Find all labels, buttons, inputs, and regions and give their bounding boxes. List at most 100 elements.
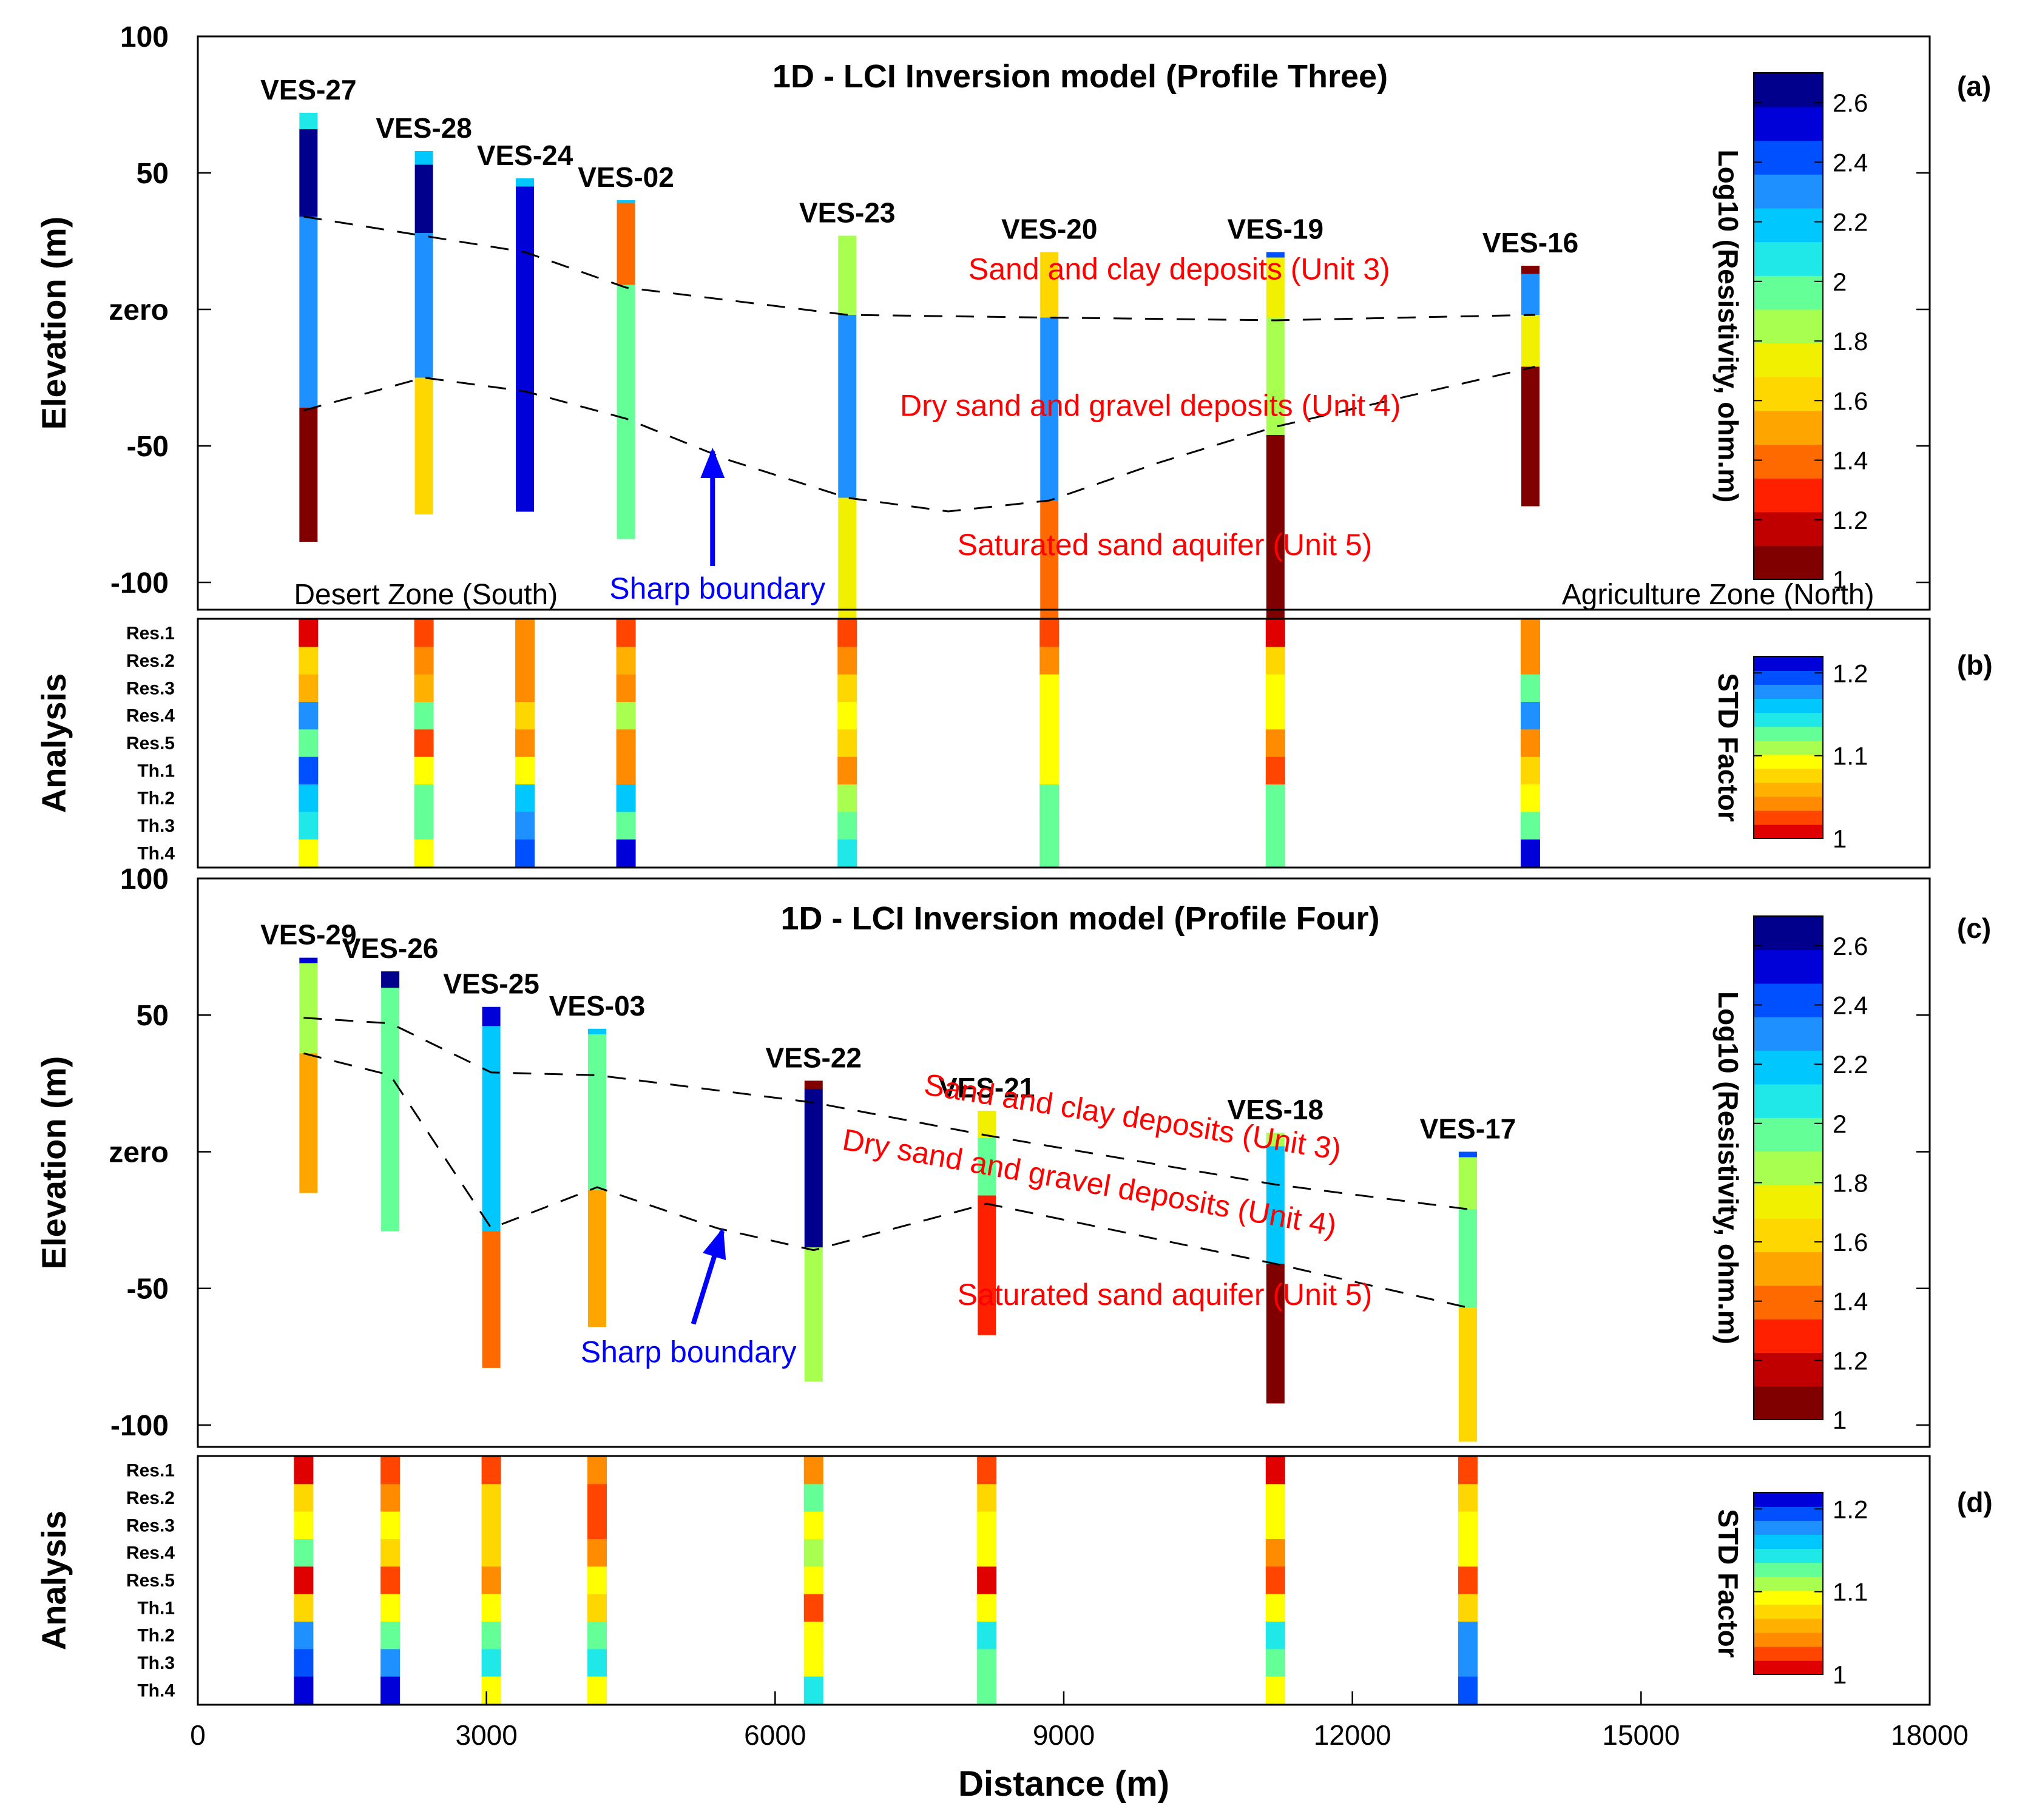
annotation-text: Sharp boundary [581,1335,797,1369]
std-cell [977,1676,997,1705]
annotation-text: Saturated sand aquifer (Unit 5) [958,528,1373,562]
sounding-label: VES-25 [443,968,539,1000]
std-cell [587,1484,607,1512]
std-cell [481,1676,501,1705]
colorbar-tick-label: 1.2 [1833,659,1868,687]
sounding-layer [299,113,318,130]
std-cell [380,1649,401,1677]
colorbar-segment [1754,1386,1823,1420]
std-cell [977,1539,997,1567]
colorbar-segment [1754,1562,1823,1577]
std-cell [380,1484,401,1512]
std-cell [515,839,535,868]
colorbar-tick-label: 1.8 [1833,327,1868,356]
row-label: Th.1 [137,1598,175,1618]
colorbar-segment [1754,1084,1823,1118]
std-cell [1265,1594,1285,1622]
sounding-ves-17: VES-17 [1420,1113,1516,1442]
std-cell [414,702,434,730]
std-cell [803,1649,823,1677]
colorbar-segment [1754,810,1823,825]
colorbar-segment [1754,1590,1823,1605]
std-cell [1039,647,1060,675]
sounding-layer [978,1110,996,1139]
colorbar-d: 1.2 1.1 1 STD Factor [1712,1492,1868,1689]
std-cell [515,784,535,812]
std-cell [299,729,319,758]
colorbar-segment [1754,782,1823,797]
std-cell [803,1457,823,1485]
std-cell [837,619,857,647]
colorbar-segment [1754,796,1823,811]
sounding-ves-19: VES-19 [1228,214,1323,632]
colorbar-segment [1754,698,1823,713]
sounding-label: VES-27 [260,74,357,106]
std-cell [380,1566,401,1595]
std-cell [587,1566,607,1595]
std-cell [1039,812,1060,840]
std-cell [1265,784,1285,812]
sounding-label: VES-22 [765,1042,862,1073]
std-cell [294,1649,314,1677]
colorbar-segment [1754,1492,1823,1507]
std-column [515,619,535,868]
std-column [1039,619,1060,868]
sounding-layer [299,217,318,408]
row-label: Res.5 [126,1571,175,1591]
std-cell [587,1594,607,1622]
std-column [616,619,636,868]
std-cell [1039,729,1060,758]
sounding-layer [1266,1146,1285,1264]
plot-frame-d [197,1455,1931,1706]
std-cell [1520,647,1540,675]
std-cell [1520,784,1540,812]
colorbar-segment [1754,1117,1823,1152]
colorbar-segment [1754,1646,1823,1661]
std-cell [481,1511,501,1540]
colorbar-tick-label: 1.2 [1833,1495,1868,1523]
std-column [414,619,434,868]
std-cell [803,1676,823,1705]
colorbar-segment [1754,174,1823,209]
std-cell [977,1511,997,1540]
y-tick-label: 100 [120,21,169,53]
std-cell [1265,702,1285,730]
annotation-text: Sharp boundary [609,571,825,605]
sounding-layer [588,1028,607,1035]
sounding-ves-26: VES-26 [342,932,438,1232]
colorbar-tick-label: 1.8 [1833,1168,1868,1197]
y-axis-label: Elevation (m) [35,1056,73,1270]
std-cell [1458,1676,1478,1705]
sounding-layer [516,178,535,187]
annotation-text: Desert Zone (South) [294,579,558,611]
colorbar-segment [1754,275,1823,310]
std-cell [803,1484,823,1512]
annotation-text: Sand and clay deposits (Unit 3) [968,252,1390,286]
chart-title: 1D - LCI Inversion model (Profile Four) [780,900,1379,937]
std-cell [1039,674,1060,703]
colorbar-tick-label: 2.2 [1833,208,1868,237]
colorbar-segment [1754,1017,1823,1051]
sounding-layer [1040,500,1059,632]
std-cell [299,702,319,730]
sounding-layer [299,957,318,964]
colorbar-segment [1754,343,1823,377]
std-cell [414,674,434,703]
sounding-label: VES-28 [376,112,472,144]
std-cell [1458,1457,1478,1485]
colorbar-a: 2.6 2.4 2.2 2 1.8 1.6 1.4 1.2 1 Log10 (Resistivit… [1712,72,1868,594]
std-cell [294,1566,314,1595]
chart-title: 1D - LCI Inversion model (Profile Three) [772,58,1388,95]
sounding-layer [482,1231,501,1368]
std-cell [1265,619,1285,647]
annotation-text: Agriculture Zone (North) [1562,579,1874,611]
unit-boundary-2 [303,366,1536,513]
std-cell [1458,1539,1478,1567]
x-tick-label: 3000 [455,1719,517,1751]
sounding-ves-25: VES-25 [443,968,539,1368]
std-cell [587,1676,607,1705]
std-cell [515,702,535,730]
std-cell [515,647,535,675]
colorbar-tick-label: 1 [1833,824,1847,853]
